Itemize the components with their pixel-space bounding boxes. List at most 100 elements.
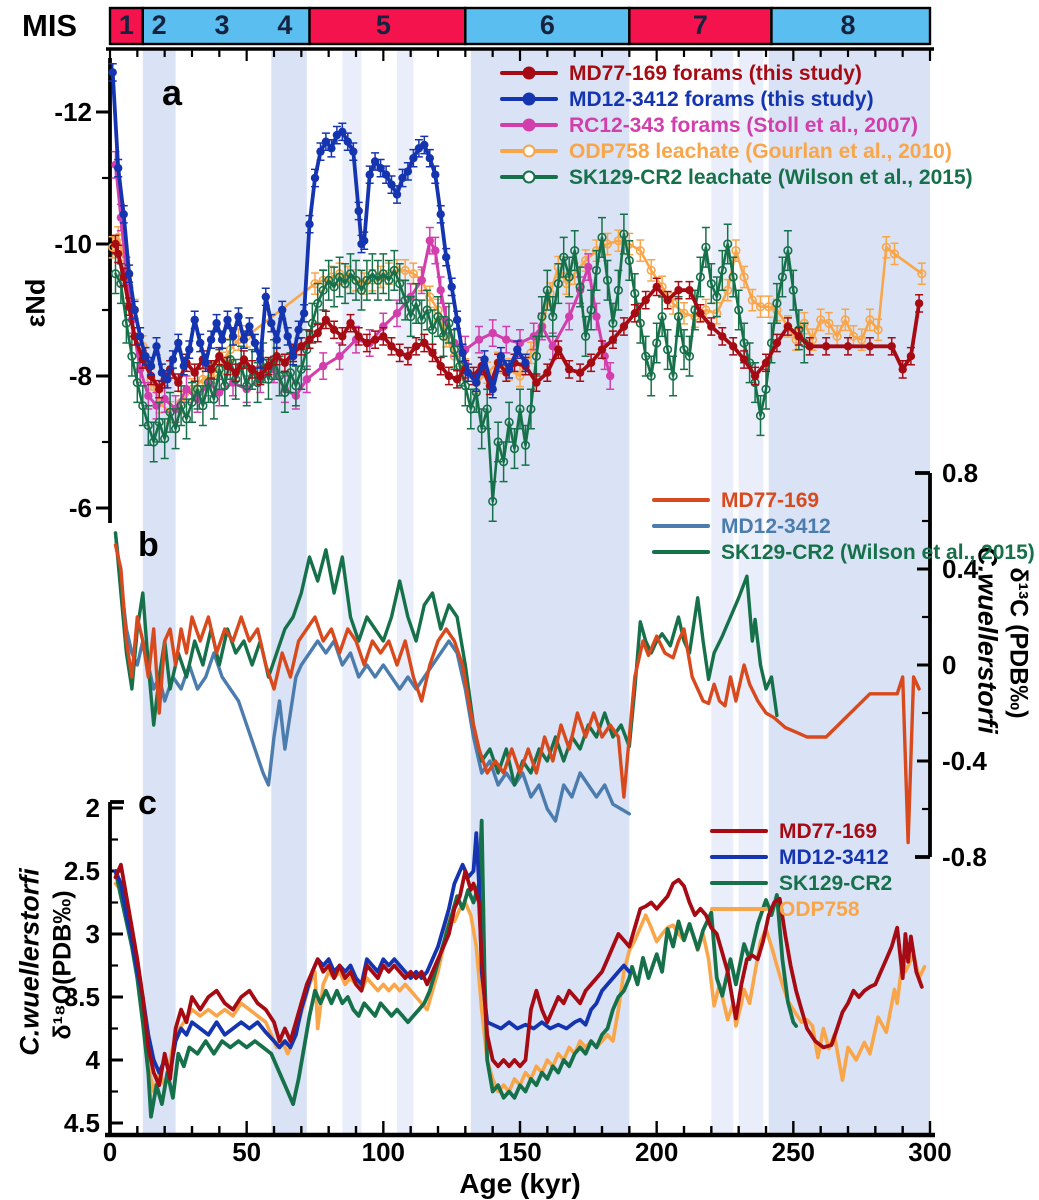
series-marker — [264, 361, 273, 371]
series-marker — [843, 342, 853, 351]
series-marker — [420, 338, 429, 348]
series-marker — [635, 318, 645, 328]
series-marker — [717, 265, 727, 276]
series-marker — [731, 246, 741, 256]
series-marker — [141, 352, 150, 361]
series-marker — [821, 342, 831, 351]
series-marker — [914, 299, 924, 308]
series-marker — [214, 364, 224, 375]
series-marker — [750, 371, 760, 381]
series-marker — [586, 305, 596, 315]
series-marker — [395, 348, 404, 358]
legend-panel-c: MD77-169 MD12-3412 SK129-CR2 ODP758 — [710, 818, 892, 922]
series-marker — [130, 305, 139, 315]
legend-item: MD77-169 — [710, 818, 892, 844]
series-marker — [324, 275, 334, 285]
series-marker — [521, 358, 530, 367]
legend-line-swatch — [710, 829, 768, 833]
series-marker — [196, 338, 205, 348]
series-marker — [242, 381, 252, 391]
series-marker — [354, 206, 363, 216]
mis-stage-number: 3 — [215, 10, 230, 40]
series-marker — [373, 275, 383, 285]
series-marker — [220, 381, 230, 391]
series-marker — [619, 229, 629, 239]
series-marker — [146, 371, 156, 381]
series-marker — [438, 331, 449, 342]
series-marker — [417, 276, 426, 285]
series-marker — [509, 444, 520, 454]
series-marker — [652, 338, 662, 348]
series-marker — [917, 269, 927, 279]
d18o-tick-label: 3.5 — [64, 982, 100, 1012]
series-marker — [408, 269, 419, 279]
d13c-tick-label: 0 — [942, 650, 956, 680]
series-marker — [641, 295, 650, 305]
series-marker — [329, 325, 339, 334]
mis-stage-number: 2 — [152, 10, 167, 40]
series-marker — [695, 272, 706, 282]
d13c-tick-label: -0.4 — [942, 746, 987, 776]
series-marker — [212, 319, 221, 328]
legend-series-label: MD12-3412 — [721, 514, 831, 538]
series-marker — [400, 295, 410, 305]
series-marker — [575, 368, 585, 377]
series-marker — [635, 246, 645, 256]
series-marker — [532, 378, 541, 387]
series-marker — [403, 167, 413, 176]
mis-stage-number: 5 — [376, 10, 391, 40]
panel-b-label: b — [138, 526, 159, 564]
series-marker — [234, 312, 243, 321]
series-marker — [887, 342, 896, 351]
series-marker — [458, 348, 467, 358]
mis-stage-block — [770, 6, 932, 46]
series-marker — [411, 298, 421, 309]
series-marker — [387, 180, 396, 189]
series-marker — [433, 312, 443, 322]
series-marker — [531, 351, 542, 361]
x-tick-label: 300 — [908, 1137, 951, 1167]
legend-series-label: ODP758 — [779, 897, 860, 921]
legend-series-label: ODP758 leachate (Gourlan et al., 2010) — [569, 139, 952, 163]
series-marker — [239, 355, 249, 364]
series-marker — [272, 352, 281, 361]
series-marker — [376, 163, 385, 173]
series-marker — [206, 335, 216, 344]
series-marker — [431, 246, 440, 255]
series-marker — [848, 331, 859, 342]
x-tick-label: 200 — [635, 1137, 678, 1167]
series-marker — [493, 437, 503, 447]
legend-line-swatch — [710, 855, 768, 859]
series-marker — [231, 368, 240, 377]
series-marker — [305, 335, 314, 344]
series-marker — [384, 275, 394, 285]
series-marker — [400, 265, 410, 276]
legend-series-label: MD12-3412 forams (this study) — [569, 87, 874, 111]
series-marker — [395, 279, 405, 289]
filled-circle-marker-icon — [522, 92, 536, 106]
series-marker — [496, 352, 506, 361]
series-marker — [121, 318, 131, 328]
series-marker — [559, 252, 569, 262]
series-marker — [127, 351, 137, 361]
series-marker — [783, 246, 793, 256]
series-marker — [387, 342, 396, 351]
series-marker — [144, 391, 153, 400]
series-marker — [215, 352, 224, 361]
series-marker — [288, 352, 298, 361]
series-marker — [327, 144, 336, 153]
series-marker — [110, 269, 121, 279]
series-marker — [417, 315, 427, 325]
series-marker — [906, 352, 916, 361]
series-marker — [160, 394, 169, 404]
series-marker — [201, 358, 210, 367]
d13c-axis-title: δ¹³C (PDB‰) — [1004, 567, 1033, 719]
series-marker — [840, 315, 850, 325]
x-tick-label: 0 — [103, 1137, 117, 1167]
series-marker — [739, 338, 749, 348]
d18o-axis-title: δ¹⁸O(PDB‰) — [48, 890, 77, 1040]
panel-c-label: c — [138, 784, 157, 822]
series-marker — [198, 401, 208, 411]
